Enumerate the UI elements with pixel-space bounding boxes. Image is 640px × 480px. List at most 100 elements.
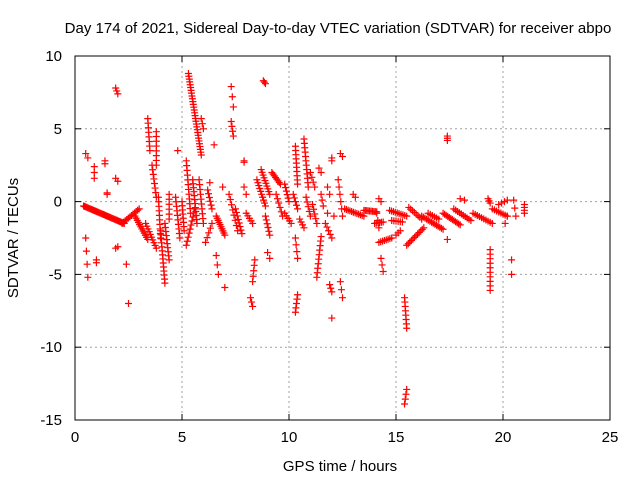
data-point bbox=[324, 209, 332, 217]
data-point bbox=[403, 241, 411, 249]
data-point bbox=[317, 190, 325, 198]
data-point bbox=[82, 234, 90, 242]
data-point bbox=[375, 224, 383, 232]
data-point bbox=[379, 267, 387, 275]
data-point bbox=[261, 202, 269, 210]
data-point bbox=[191, 205, 199, 213]
data-point bbox=[285, 198, 293, 206]
data-point bbox=[277, 208, 285, 216]
data-point bbox=[330, 212, 338, 220]
data-point bbox=[508, 256, 516, 264]
data-point bbox=[336, 278, 344, 286]
data-point bbox=[401, 400, 409, 408]
data-point bbox=[213, 261, 221, 269]
x-tick-labels: 0 5 10 15 20 25 bbox=[71, 429, 619, 446]
y-tick-label: 10 bbox=[45, 48, 62, 65]
data-point bbox=[281, 180, 289, 188]
data-point bbox=[273, 195, 281, 203]
data-point bbox=[234, 227, 242, 235]
data-point bbox=[174, 147, 182, 155]
data-point bbox=[114, 90, 122, 98]
data-point bbox=[272, 190, 280, 198]
data-point bbox=[339, 212, 346, 220]
data-point bbox=[197, 151, 205, 159]
data-point bbox=[186, 225, 194, 233]
data-point bbox=[414, 230, 422, 238]
data-point bbox=[236, 223, 244, 231]
data-point bbox=[406, 238, 414, 246]
data-point bbox=[212, 251, 220, 259]
data-point bbox=[190, 209, 198, 217]
data-point bbox=[228, 201, 236, 209]
data-point bbox=[319, 202, 327, 210]
data-point bbox=[291, 198, 299, 206]
data-point bbox=[249, 219, 257, 227]
data-point bbox=[135, 205, 143, 213]
data-points bbox=[80, 69, 528, 408]
data-point bbox=[328, 157, 336, 165]
y-tick-label: 5 bbox=[54, 121, 62, 138]
data-point bbox=[114, 177, 122, 185]
x-tick-label: 25 bbox=[602, 429, 619, 446]
data-point bbox=[486, 199, 494, 207]
data-point bbox=[182, 241, 190, 249]
data-point bbox=[206, 197, 214, 205]
data-point bbox=[266, 254, 274, 262]
data-point bbox=[304, 183, 312, 191]
data-point bbox=[412, 232, 420, 240]
y-tick-labels: -15 -10 -5 0 5 10 bbox=[40, 48, 62, 429]
data-point bbox=[232, 208, 240, 216]
data-point bbox=[460, 196, 468, 204]
data-point bbox=[134, 206, 142, 214]
data-point bbox=[225, 190, 233, 198]
data-point bbox=[377, 198, 385, 206]
data-point bbox=[300, 224, 308, 232]
data-point bbox=[189, 213, 197, 221]
data-point bbox=[197, 115, 205, 123]
data-point bbox=[150, 180, 158, 188]
data-point bbox=[82, 247, 90, 255]
data-point bbox=[326, 230, 334, 238]
data-point bbox=[184, 233, 192, 241]
data-point bbox=[233, 212, 241, 220]
data-point bbox=[204, 186, 212, 194]
data-point bbox=[351, 193, 359, 201]
data-point bbox=[324, 183, 332, 191]
data-point bbox=[291, 308, 299, 316]
data-point bbox=[409, 207, 417, 215]
data-point bbox=[237, 226, 245, 234]
data-point bbox=[84, 273, 92, 281]
x-tick-label: 15 bbox=[388, 429, 405, 446]
data-point bbox=[240, 183, 248, 191]
data-point bbox=[418, 225, 426, 233]
data-point bbox=[339, 294, 346, 302]
data-point bbox=[294, 254, 302, 262]
data-point bbox=[398, 218, 406, 226]
data-point bbox=[317, 168, 325, 176]
data-point bbox=[199, 219, 207, 227]
data-point bbox=[443, 235, 451, 243]
y-tick-label: 0 bbox=[54, 194, 62, 211]
data-point bbox=[221, 284, 229, 292]
data-point bbox=[234, 215, 242, 223]
data-point bbox=[202, 238, 210, 246]
data-point bbox=[415, 229, 423, 237]
x-tick-label: 10 bbox=[281, 429, 298, 446]
data-point bbox=[287, 219, 295, 227]
data-point bbox=[185, 229, 193, 237]
data-point bbox=[238, 230, 246, 238]
data-point bbox=[249, 302, 257, 310]
data-point bbox=[311, 183, 319, 191]
axis-ticks bbox=[74, 55, 611, 421]
data-point bbox=[410, 233, 418, 241]
data-point bbox=[402, 390, 410, 398]
data-point bbox=[374, 217, 382, 225]
data-point bbox=[114, 243, 122, 251]
data-point bbox=[282, 187, 290, 195]
data-point bbox=[261, 80, 269, 88]
data-point bbox=[187, 221, 195, 229]
y-tick-label: -10 bbox=[40, 339, 62, 356]
data-point bbox=[266, 190, 274, 198]
data-point bbox=[150, 175, 158, 183]
